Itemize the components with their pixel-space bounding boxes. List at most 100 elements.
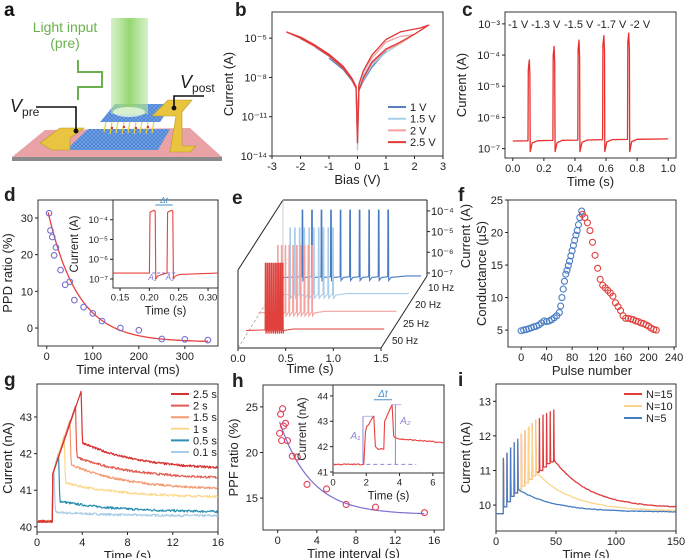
y-tick-label: 10⁻⁷: [89, 274, 109, 285]
x-tick-label: 4: [79, 537, 85, 549]
x-tick-label: 1.0: [661, 163, 676, 175]
x-tick-label: 2: [364, 478, 369, 489]
x-tick-label: 0.0: [505, 163, 520, 175]
potentiation-point: [568, 247, 576, 255]
legend-label: 2 s: [193, 401, 208, 413]
legend-label: N=5: [646, 413, 667, 425]
data-point: [281, 419, 290, 427]
y-tick-label: 11: [480, 465, 491, 477]
y-axis-label: Current (A): [69, 215, 81, 272]
data-point: [45, 209, 53, 217]
potentiation-point: [563, 266, 571, 274]
trace-N5: [496, 438, 676, 515]
y-tick-label: 10⁻⁵: [477, 81, 500, 93]
y-tick-label: 10⁻¹¹: [242, 112, 268, 124]
depression-point: [588, 238, 597, 246]
x-tick-label: 0.2: [536, 163, 551, 175]
data-point: [61, 281, 69, 289]
y-tick-label: 10⁻⁴: [431, 206, 454, 218]
potentiation-point: [560, 277, 569, 285]
pre-contact-dot: [73, 128, 79, 134]
panel-letter: d: [4, 185, 16, 206]
x-tick-label: 0: [330, 478, 335, 489]
depression-point: [594, 264, 602, 272]
plot-frame: [504, 11, 677, 159]
depression-point: [591, 251, 599, 259]
data-point: [293, 453, 301, 461]
x-axis-label: Time (s): [368, 491, 410, 503]
frame-edge: [380, 275, 428, 349]
plot-frame: [495, 383, 677, 532]
y-tick-label: 43: [317, 417, 328, 428]
legend-label: 2 V: [410, 125, 427, 137]
y-tick-label: 20: [491, 227, 503, 239]
panel-letter: b: [235, 0, 247, 21]
plot-frame: [332, 384, 445, 474]
voltage-label: -1.3 V: [531, 19, 561, 31]
potentiation-point: [571, 236, 579, 244]
substrate-edge: [12, 157, 222, 161]
data-point: [181, 336, 189, 343]
x-tick-label: 240: [665, 352, 683, 364]
delta-t-label: Δt: [377, 389, 389, 400]
potentiation-point: [559, 285, 567, 293]
y-tick-label: 10⁻⁷: [478, 144, 500, 156]
data-point: [57, 266, 64, 274]
x-tick-label: 12: [167, 537, 179, 549]
voltage-label: -1.5 V: [564, 19, 594, 31]
x-axis-label: Time interval (ms): [76, 362, 180, 377]
frame-edge: [237, 199, 284, 271]
y-tick-label: 10⁻³: [478, 19, 500, 31]
y-tick-label: 43: [20, 412, 32, 424]
x-tick-label: 40: [540, 352, 552, 364]
data-point: [117, 324, 124, 332]
data-point: [71, 296, 78, 304]
y-tick-label: 10⁻⁵: [431, 227, 454, 239]
y-axis-label: PPD ratio (%): [0, 233, 15, 312]
y-tick-label: 10⁻⁶: [431, 247, 454, 259]
x-axis-label: Pulse number: [552, 363, 633, 378]
data-point: [323, 485, 331, 493]
x-tick-label: 1.0: [326, 353, 341, 365]
data-point: [98, 317, 106, 325]
y-tick-label: 20: [246, 447, 258, 459]
pre-electrode: [39, 127, 85, 151]
x-tick-label: 100: [607, 536, 625, 548]
potentiation-point: [566, 257, 574, 265]
trace-1s: [37, 434, 218, 524]
depression-point: [622, 314, 630, 322]
trace-05s: [37, 453, 218, 524]
data-point: [135, 326, 143, 334]
y-tick-label: 12: [479, 431, 491, 443]
depression-point: [596, 275, 604, 283]
light-spot: [113, 107, 145, 117]
y-axis-label: Current (nA): [0, 422, 15, 494]
light-pulse-icon: [77, 60, 103, 100]
y-axis-label: Conductance (µS): [474, 221, 489, 326]
post-electrode: [151, 99, 197, 153]
x-tick-label: 0.25: [169, 293, 188, 304]
panel-letter: c: [462, 0, 473, 21]
y-tick-label: 10⁻¹⁴: [241, 151, 268, 163]
potentiation-point: [562, 270, 570, 278]
potentiation-point: [567, 252, 575, 260]
pulse-train-20hz: [270, 227, 409, 300]
x-tick-label: 0.20: [140, 293, 159, 304]
x-tick-label: 300: [176, 351, 194, 363]
data-point: [66, 278, 74, 286]
panel-letter: i: [458, 370, 463, 391]
x-tick-label: 1: [383, 161, 389, 173]
frequency-label: 20 Hz: [415, 300, 441, 311]
legend-label: 1 s: [193, 424, 208, 436]
post-wire: [173, 95, 204, 108]
data-point: [303, 480, 311, 488]
y-tick-label: 13: [479, 396, 491, 408]
x-tick-label: 0.15: [111, 293, 130, 304]
a1-label: A₁: [147, 273, 156, 282]
y-axis-label: Current (A): [458, 204, 473, 268]
fit-curve: [279, 421, 425, 515]
y-tick-label: 5: [497, 325, 503, 337]
a2-label: A₂: [165, 273, 174, 282]
x-axis-label: Time (s): [562, 547, 609, 558]
data-point: [89, 310, 97, 317]
